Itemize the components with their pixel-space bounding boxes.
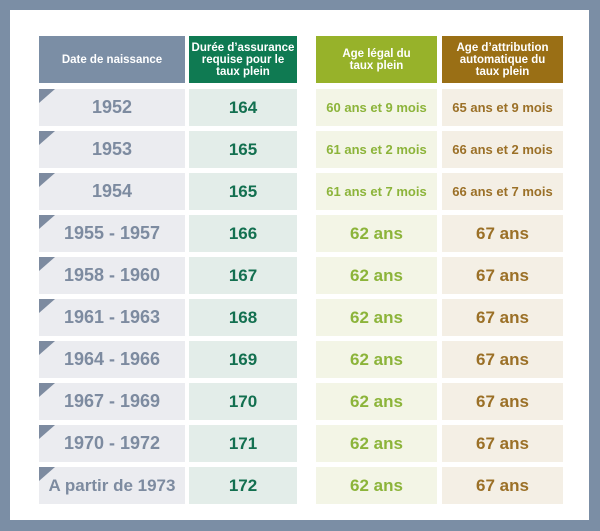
cell-birth: A partir de 1973 (39, 467, 185, 504)
cell-auto-age-label: 67 ans (476, 349, 529, 369)
cell-quarters-label: 170 (228, 391, 258, 411)
cell-birth: 1961 - 1963 (39, 299, 185, 336)
cell-legal-age: 62 ans (316, 257, 437, 294)
cell-auto-age: 67 ans (442, 425, 563, 462)
corner-triangle-icon (39, 257, 55, 271)
cell-auto-age: 67 ans (442, 341, 563, 378)
cell-birth: 1958 - 1960 (39, 257, 185, 294)
cell-legal-age-label: 61 ans et 2 mois (326, 142, 427, 157)
corner-triangle-icon (39, 215, 55, 229)
cell-quarters-label: 164 (228, 97, 258, 117)
cell-auto-age-label: 66 ans et 7 mois (452, 184, 553, 199)
cell-quarters-label: 165 (228, 139, 258, 159)
cell-legal-age: 62 ans (316, 215, 437, 252)
cell-quarters-label: 171 (228, 433, 258, 453)
cell-quarters-label: 172 (228, 475, 258, 495)
cell-auto-age: 66 ans et 2 mois (442, 131, 563, 168)
cell-legal-age: 62 ans (316, 341, 437, 378)
cell-auto-age: 67 ans (442, 257, 563, 294)
cell-auto-age-label: 67 ans (476, 475, 529, 495)
cell-birth: 1967 - 1969 (39, 383, 185, 420)
cell-quarters-label: 166 (228, 223, 258, 243)
header-age-legal: Age légal du taux plein (316, 36, 437, 83)
cell-birth-label: 1955 - 1957 (63, 223, 161, 243)
cell-birth-label: 1952 (91, 97, 133, 117)
corner-triangle-icon (39, 467, 55, 481)
cell-birth: 1953 (39, 131, 185, 168)
cell-auto-age-label: 66 ans et 2 mois (452, 142, 553, 157)
cell-birth-label: 1967 - 1969 (63, 391, 161, 411)
cell-quarters: 170 (189, 383, 297, 420)
cell-legal-age: 62 ans (316, 467, 437, 504)
cell-birth-label: A partir de 1973 (48, 475, 176, 495)
corner-triangle-icon (39, 425, 55, 439)
corner-triangle-icon (39, 383, 55, 397)
cell-quarters: 166 (189, 215, 297, 252)
cell-birth-label: 1953 (91, 139, 133, 159)
cell-quarters: 169 (189, 341, 297, 378)
cell-legal-age: 62 ans (316, 299, 437, 336)
corner-triangle-icon (39, 299, 55, 313)
cell-birth-label: 1954 (91, 181, 133, 201)
cell-quarters-label: 165 (228, 181, 258, 201)
cell-legal-age-label: 61 ans et 7 mois (326, 184, 427, 199)
cell-legal-age-label: 62 ans (350, 349, 403, 369)
cell-quarters: 172 (189, 467, 297, 504)
cell-birth-label: 1964 - 1966 (63, 349, 161, 369)
cell-birth-label: 1958 - 1960 (63, 265, 161, 285)
cell-quarters: 164 (189, 89, 297, 126)
cell-legal-age: 62 ans (316, 425, 437, 462)
cell-auto-age: 67 ans (442, 467, 563, 504)
cell-quarters-label: 169 (228, 349, 258, 369)
cell-quarters: 165 (189, 131, 297, 168)
header-age-attribution: Age d’attribution automatique du taux pl… (442, 36, 563, 83)
cell-legal-age-label: 62 ans (350, 433, 403, 453)
cell-legal-age-label: 62 ans (350, 265, 403, 285)
cell-legal-age: 61 ans et 2 mois (316, 131, 437, 168)
corner-triangle-icon (39, 131, 55, 145)
corner-triangle-icon (39, 341, 55, 355)
cell-birth: 1964 - 1966 (39, 341, 185, 378)
cell-quarters: 168 (189, 299, 297, 336)
cell-auto-age: 67 ans (442, 299, 563, 336)
header-date-de-naissance: Date de naissance (39, 36, 185, 83)
cell-legal-age-label: 62 ans (350, 391, 403, 411)
cell-birth: 1952 (39, 89, 185, 126)
cell-auto-age-label: 67 ans (476, 265, 529, 285)
cell-legal-age: 61 ans et 7 mois (316, 173, 437, 210)
cell-birth-label: 1961 - 1963 (63, 307, 161, 327)
cell-quarters-label: 167 (228, 265, 258, 285)
cell-birth: 1954 (39, 173, 185, 210)
cell-quarters-label: 168 (228, 307, 258, 327)
cell-birth-label: 1970 - 1972 (63, 433, 161, 453)
cell-legal-age-label: 62 ans (350, 307, 403, 327)
cell-auto-age-label: 67 ans (476, 433, 529, 453)
corner-triangle-icon (39, 173, 55, 187)
cell-auto-age: 67 ans (442, 215, 563, 252)
cell-legal-age-label: 60 ans et 9 mois (326, 100, 427, 115)
cell-auto-age-label: 67 ans (476, 391, 529, 411)
cell-legal-age: 62 ans (316, 383, 437, 420)
cell-auto-age: 67 ans (442, 383, 563, 420)
cell-legal-age-label: 62 ans (350, 223, 403, 243)
cell-auto-age-label: 67 ans (476, 223, 529, 243)
corner-triangle-icon (39, 89, 55, 103)
cell-legal-age-label: 62 ans (350, 475, 403, 495)
cell-birth: 1970 - 1972 (39, 425, 185, 462)
header-duree-assurance: Durée d’assurance requise pour le taux p… (189, 36, 297, 83)
cell-quarters: 167 (189, 257, 297, 294)
cell-quarters: 165 (189, 173, 297, 210)
cell-quarters: 171 (189, 425, 297, 462)
cell-auto-age: 66 ans et 7 mois (442, 173, 563, 210)
cell-auto-age-label: 65 ans et 9 mois (452, 100, 553, 115)
cell-birth: 1955 - 1957 (39, 215, 185, 252)
cell-auto-age-label: 67 ans (476, 307, 529, 327)
cell-auto-age: 65 ans et 9 mois (442, 89, 563, 126)
cell-legal-age: 60 ans et 9 mois (316, 89, 437, 126)
